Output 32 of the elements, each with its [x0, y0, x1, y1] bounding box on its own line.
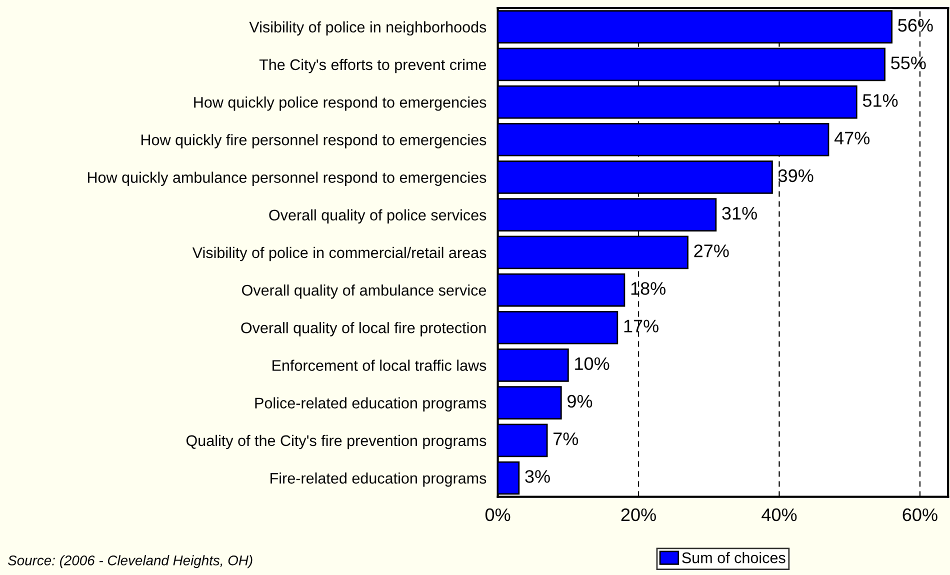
data-label: 55% [891, 56, 926, 70]
y-tick-label: Fire-related education programs [270, 472, 486, 487]
y-tick-label: Police-related education programs [255, 397, 486, 412]
data-label: 27% [694, 244, 729, 258]
y-tick-label: Overall quality of local fire protection [241, 322, 486, 336]
source-note: Source: (2006 - Cleveland Heights, OH) [8, 555, 252, 568]
y-tick-label: The City's efforts to prevent crime [259, 58, 486, 74]
y-tick-label: How quickly police respond to emergencies [194, 96, 486, 111]
x-tick-label: 60% [902, 508, 938, 522]
y-tick-label: Overall quality of ambulance service [242, 284, 486, 299]
data-label: 47% [834, 132, 870, 144]
data-label: 3% [525, 470, 550, 483]
data-label: 18% [631, 282, 666, 295]
y-tick-label: Visibility of police in neighborhoods [249, 21, 486, 36]
data-label: 17% [624, 320, 658, 332]
y-tick-label: Visibility of police in commercial/retail areas [192, 246, 486, 262]
data-label: 56% [898, 18, 933, 32]
data-label: 51% [862, 94, 898, 107]
data-label: 31% [722, 206, 757, 220]
x-tick-label: 0% [485, 508, 510, 522]
data-label: 39% [778, 169, 814, 182]
data-label: 10% [575, 357, 610, 370]
y-tick-label: How quickly fire personnel respond to emergencies [141, 134, 486, 148]
y-tick-label: How quickly ambulance personnel respond to emergencies [88, 172, 486, 186]
y-tick-label: Quality of the City's fire prevention programs [186, 434, 486, 450]
x-tick-label: 20% [621, 508, 656, 522]
data-label: 9% [568, 394, 592, 408]
data-label: 7% [554, 432, 578, 446]
legend-label: Sum of choices [682, 552, 786, 564]
y-tick-label: Enforcement of local traffic laws [272, 360, 486, 371]
y-tick-label: Overall quality of police services [269, 209, 486, 224]
x-tick-label: 40% [762, 508, 797, 522]
